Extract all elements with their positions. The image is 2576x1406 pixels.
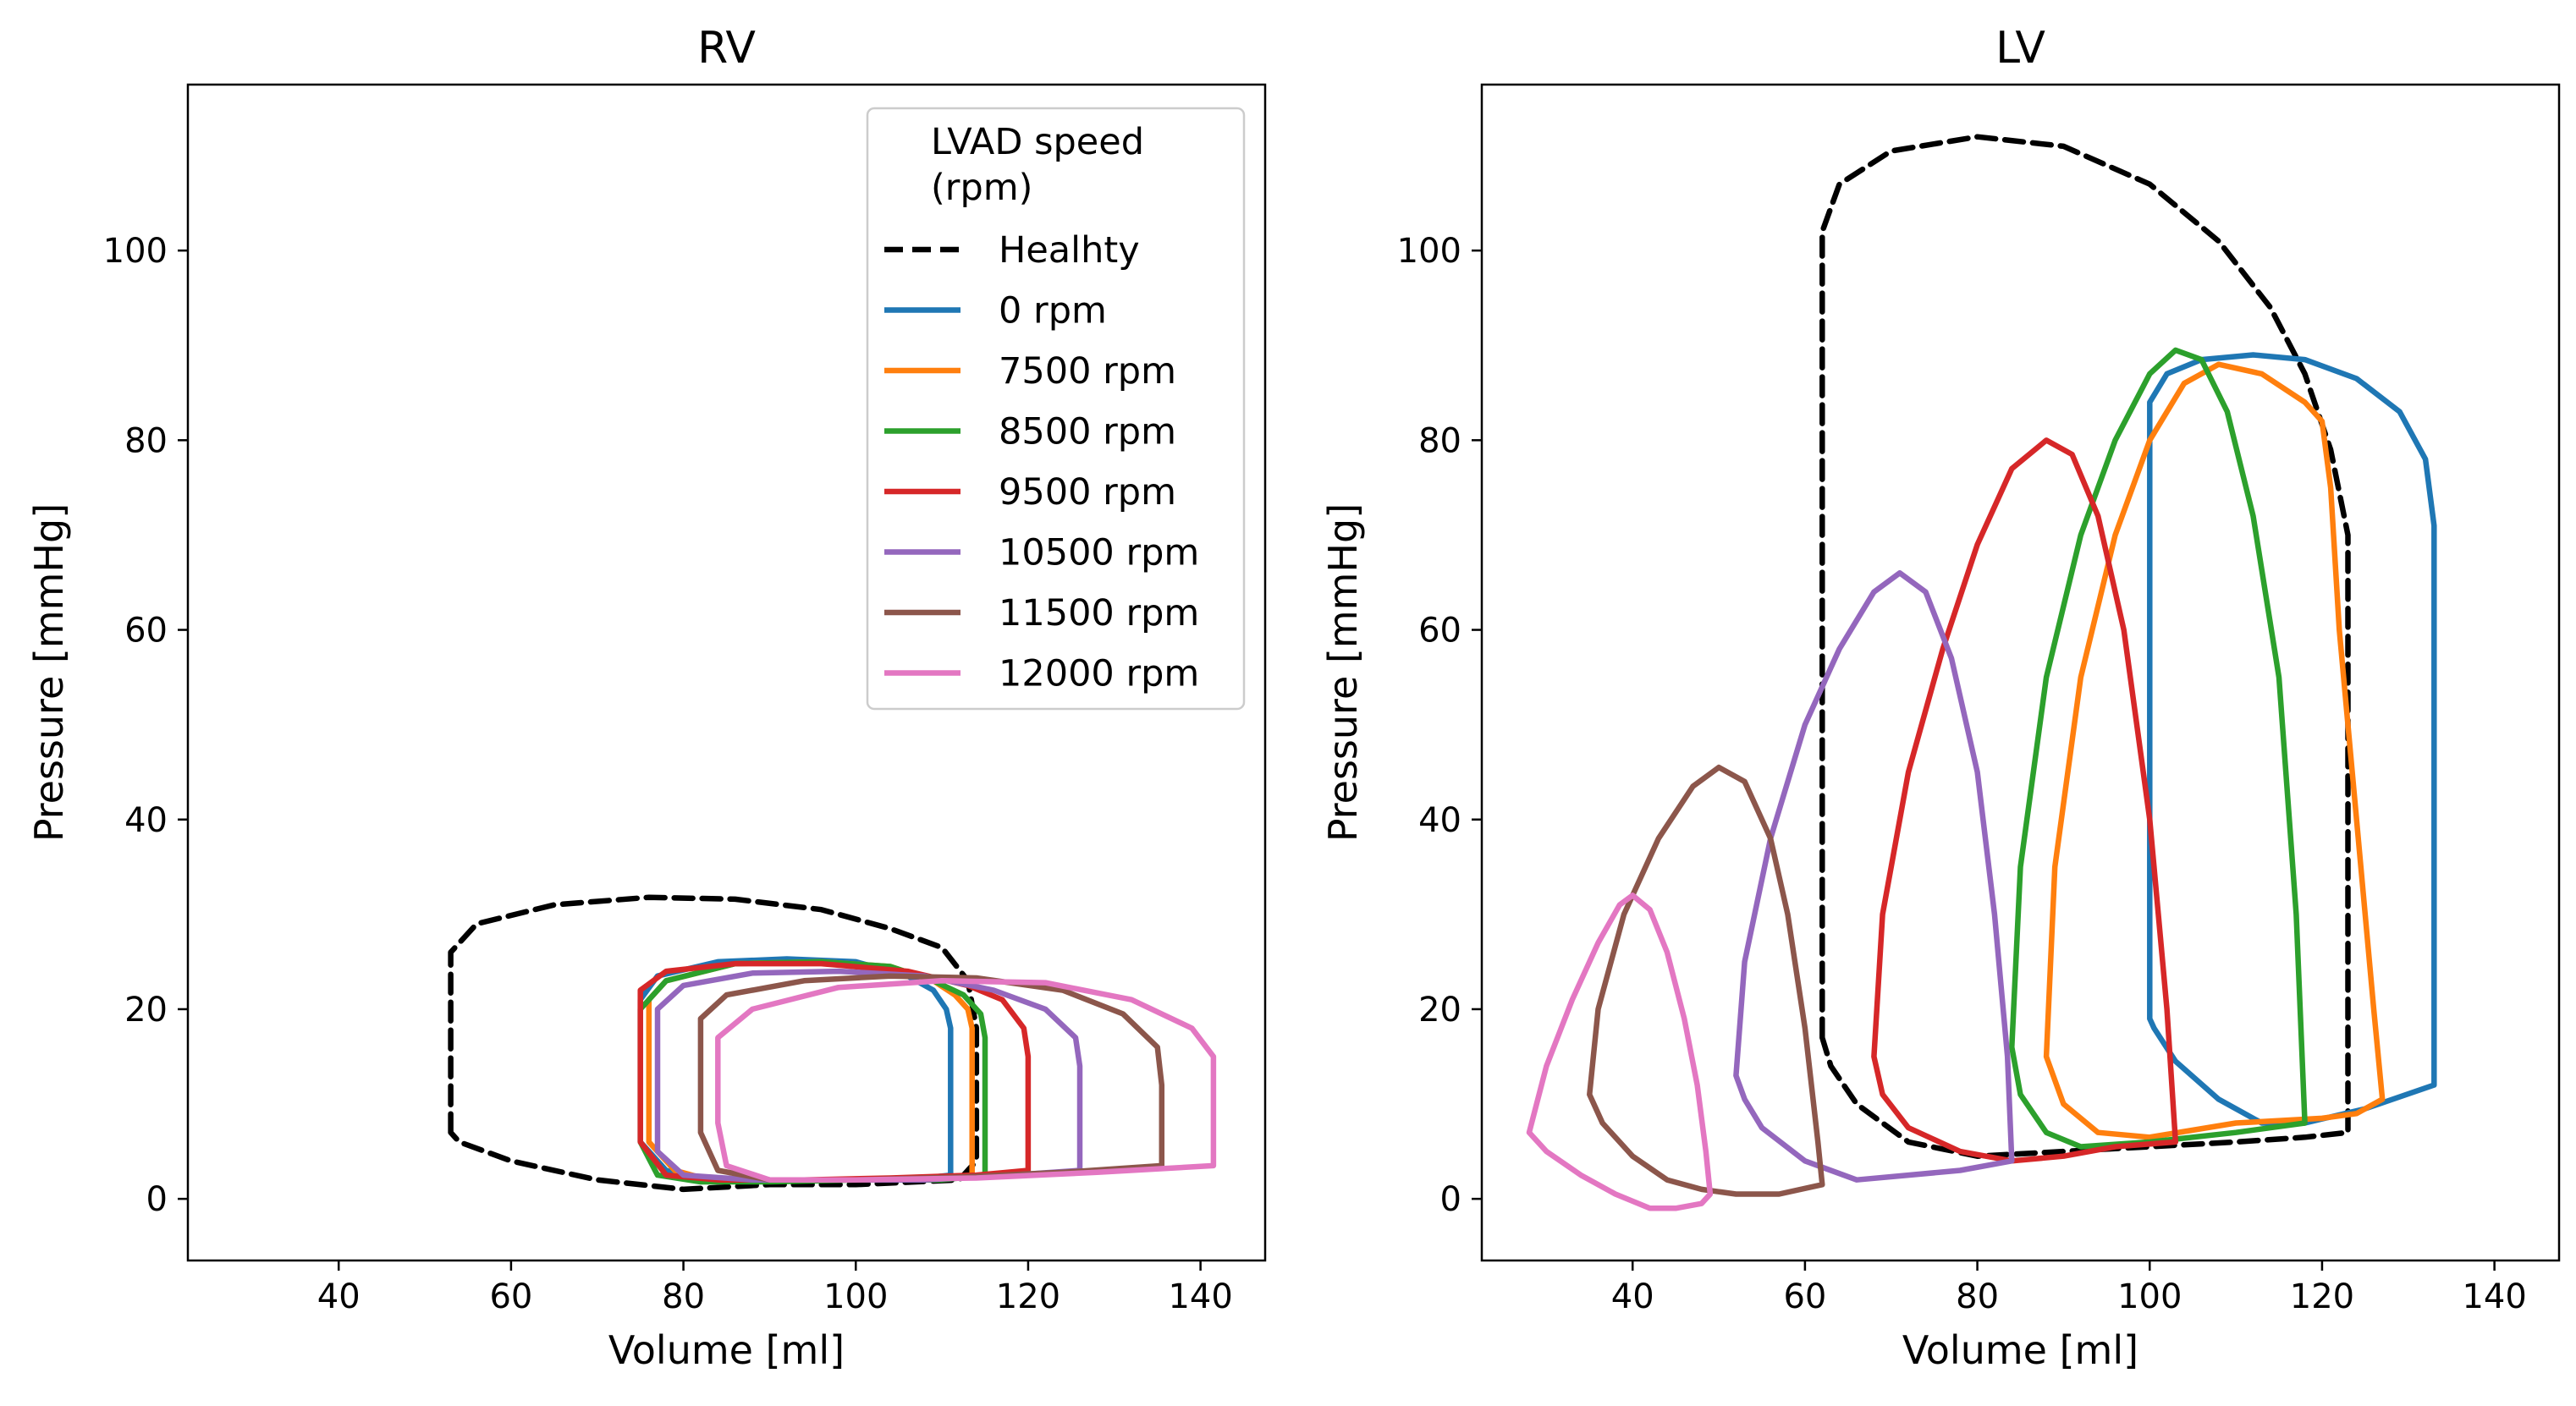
series-line-0 [1819,134,2351,1159]
series-line-1 [2147,352,2437,1126]
legend-entry-3: 8500 rpm [999,411,1176,453]
x-tick-label: 140 [1168,1277,1232,1316]
y-tick-label: 100 [103,232,168,271]
axes-frame [1480,83,2561,1262]
series-line-0 [448,894,980,1193]
axes-frame [186,83,1267,1262]
series-line-5 [1733,570,2015,1183]
x-tick-label: 120 [2290,1277,2354,1316]
y-tick-label: 80 [1418,421,1461,460]
x-tick-label: 100 [2117,1277,2182,1316]
series-line-4 [1871,437,2179,1164]
panel-title: RV [697,23,756,74]
x-tick-label: 140 [2462,1277,2526,1316]
x-tick-label: 40 [1611,1277,1654,1316]
y-axis-label: Pressure [mmHg] [1320,503,1366,842]
y-tick-label: 80 [124,421,168,460]
x-axis-label: Volume [ml] [608,1327,845,1373]
x-tick-label: 80 [662,1277,705,1316]
legend: LVAD speed (rpm) Healhty 0 rpm 7500 rpm 8500 … [866,107,1246,711]
legend-entry-6: 11500 rpm [999,592,1199,634]
y-tick-label: 40 [1418,801,1461,840]
legend-entry-5: 10500 rpm [999,532,1199,574]
lv-panel: 40 60 80 100 120 140 0 20 40 60 80 100 LV Volume [ml]… [1320,23,2561,1373]
legend-entry-4: 9500 rpm [999,471,1176,514]
legend-entry-7: 12000 rpm [999,653,1199,695]
y-tick-label: 60 [124,612,168,651]
series-line-7 [715,978,1217,1183]
x-tick-label: 100 [823,1277,888,1316]
y-tick-label: 100 [1397,232,1461,271]
series-lines [448,894,1217,1193]
x-tick-label: 40 [317,1277,361,1316]
y-tick-label: 0 [1440,1180,1461,1219]
y-tick-label: 0 [146,1180,168,1219]
legend-title: LVAD speed (rpm) [931,121,1144,209]
series-line-2 [2043,361,2386,1140]
series-line-7 [1526,892,1714,1211]
panel-title: LV [1995,23,2045,74]
y-tick-label: 40 [124,801,168,840]
legend-entry-0: Healhty [999,229,1140,272]
x-axis-label: Volume [ml] [1902,1327,2138,1373]
legend-entry-1: 0 rpm [999,290,1107,332]
y-tick-label: 60 [1418,612,1461,651]
y-axis-label: Pressure [mmHg] [26,503,72,842]
legend-entry-2: 7500 rpm [999,350,1176,393]
x-tick-label: 120 [996,1277,1060,1316]
y-tick-label: 20 [1418,991,1461,1030]
y-tick-label: 20 [124,991,168,1030]
x-tick-label: 60 [489,1277,532,1316]
rv-panel: 40 60 80 100 120 140 0 20 40 60 80 100 RV Volume [ml]… [26,23,1267,1373]
series-lines [1526,134,2437,1211]
x-tick-label: 60 [1783,1277,1826,1316]
series-line-6 [1587,764,1825,1197]
x-tick-label: 80 [1956,1277,1999,1316]
series-line-1 [637,956,954,1183]
series-line-3 [2009,347,2308,1150]
legend-frame [866,107,1246,711]
